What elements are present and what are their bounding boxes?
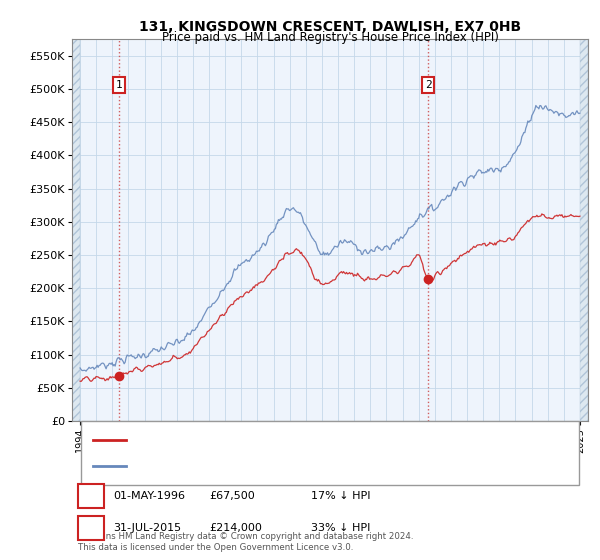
Text: HPI: Average price, detached house, Teignbridge: HPI: Average price, detached house, Teig… — [133, 461, 387, 471]
Text: 17% ↓ HPI: 17% ↓ HPI — [311, 491, 371, 501]
Text: 1: 1 — [88, 491, 95, 501]
Text: 33% ↓ HPI: 33% ↓ HPI — [311, 522, 371, 533]
Text: £67,500: £67,500 — [209, 491, 255, 501]
Text: 01-MAY-1996: 01-MAY-1996 — [113, 491, 185, 501]
Bar — [580, 39, 588, 421]
Text: 31-JUL-2015: 31-JUL-2015 — [113, 522, 182, 533]
Text: 131, KINGSDOWN CRESCENT, DAWLISH, EX7 0HB: 131, KINGSDOWN CRESCENT, DAWLISH, EX7 0H… — [139, 20, 521, 34]
Text: 131, KINGSDOWN CRESCENT, DAWLISH, EX7 0HB (detached house): 131, KINGSDOWN CRESCENT, DAWLISH, EX7 0H… — [133, 435, 486, 445]
Text: 1: 1 — [116, 80, 122, 90]
Text: 2: 2 — [425, 80, 431, 90]
Bar — [72, 39, 80, 421]
Text: Contains HM Land Registry data © Crown copyright and database right 2024.
This d: Contains HM Land Registry data © Crown c… — [78, 532, 413, 552]
Text: £214,000: £214,000 — [209, 522, 262, 533]
Text: 2: 2 — [88, 522, 95, 533]
Text: Price paid vs. HM Land Registry's House Price Index (HPI): Price paid vs. HM Land Registry's House … — [161, 31, 499, 44]
